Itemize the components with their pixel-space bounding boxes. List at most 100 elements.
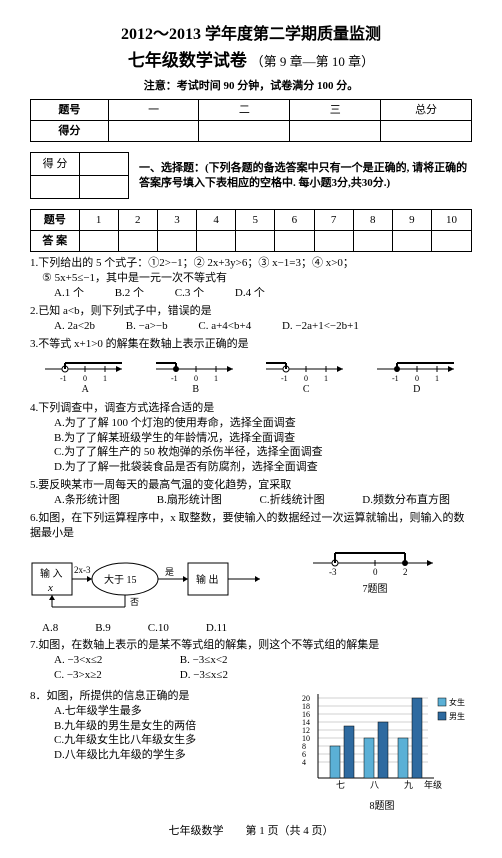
score-cell [199,121,290,142]
ans-num: 7 [314,210,353,231]
answer-table: 题号 1 2 3 4 5 6 7 8 9 10 答 案 [30,209,472,252]
q4-opt-a: A.为了了解 100 个灯泡的使用寿命，选择全面调查 [54,416,472,431]
q4-opt-c: C.为了了解生产的 50 枚炮弹的杀伤半径，选择全面调查 [54,445,472,460]
q4-opt-d: D.为了了解一批袋装食品是否有防腐剂，选择全面调查 [54,460,472,475]
score-cell [381,121,472,142]
ans-num: 3 [157,210,196,231]
q3-label-a: A [40,383,130,397]
q8-figure-label: 8题图 [292,800,472,814]
q7-opt-a: A. −3<x≤2 [54,653,149,668]
q5-opt-c: C.折线统计图 [260,493,360,508]
q3-label-d: D [372,383,462,397]
svg-text:14: 14 [302,718,310,727]
ans-num: 2 [118,210,157,231]
svg-text:18: 18 [302,702,310,711]
svg-text:1: 1 [324,374,328,383]
q1-opt-b: B.2 个 [115,286,144,301]
svg-text:是: 是 [165,567,174,577]
q2-opt-d: D. −2a+1<−2b+1 [282,319,359,334]
question-5: 5.要反映某市一周每天的最高气温的变化趋势，宜采取 A.条形统计图 B.扇形统计… [30,478,472,508]
ans-row-label-2: 答 案 [31,231,80,252]
question-8: 8．如图，所提供的信息正确的是 A.七年级学生最多 B.九年级的男生是女生的两倍… [30,689,292,763]
q1-opt-c: C.3 个 [175,286,204,301]
q3-numberline-c: -101 C [261,355,351,397]
svg-text:0: 0 [304,374,308,383]
svg-text:-3: -3 [329,567,337,577]
ans-num: 10 [431,210,471,231]
q3-numberline-b: -101 B [151,355,241,397]
q2-opt-c: C. a+4<b+4 [198,319,251,334]
ans-row-label: 题号 [31,210,80,231]
score-blank [80,153,129,176]
svg-text:6: 6 [302,750,306,759]
svg-text:男生: 男生 [449,711,465,721]
svg-text:年级: 年级 [424,779,442,790]
svg-text:1: 1 [214,374,218,383]
ans-cell [314,231,353,252]
svg-text:0: 0 [194,374,198,383]
q6-stem: 6.如图，在下列运算程序中，x 取整数，要使输入的数据经过一次运算就输出，则输入… [30,511,472,541]
svg-text:1: 1 [435,374,439,383]
question-6: 6.如图，在下列运算程序中，x 取整数，要使输入的数据经过一次运算就输出，则输入… [30,511,472,541]
svg-text:0: 0 [373,567,378,577]
ans-cell [431,231,471,252]
ans-cell [392,231,431,252]
svg-text:1: 1 [103,374,107,383]
svg-text:否: 否 [130,597,139,607]
q8-opt-b: B.九年级的男生是女生的两倍 [54,719,292,734]
svg-text:2x-3: 2x-3 [74,565,91,575]
ans-cell [275,231,314,252]
svg-text:九: 九 [404,780,413,790]
svg-text:女生: 女生 [449,697,465,707]
q4-stem: 4.下列调查中，调查方式选择合适的是 [30,401,472,416]
col-total: 总分 [381,100,472,121]
q8-opt-c: C.九年级女生比八年级女生多 [54,733,292,748]
svg-text:2: 2 [403,567,408,577]
question-2: 2.已知 a<b，则下列式子中，错误的是 A. 2a<2b B. −a>−b C… [30,304,472,334]
svg-text:4: 4 [302,758,306,767]
score-row-label: 题号 [31,100,109,121]
q6-flowchart: 输 入 x 2x-3 大于 15 是 否 输 出 [30,545,285,615]
svg-text:输 入: 输 入 [40,567,63,580]
svg-text:七: 七 [336,780,345,790]
q6-opt-b: B.9 [95,621,111,636]
score-table: 题号 一 二 三 总分 得分 [30,99,472,142]
q7-opt-d: D. −3≤x≤2 [180,668,275,683]
col-1: 一 [108,100,199,121]
chapter-range: （第 9 章—第 10 章） [251,54,375,69]
ans-cell [353,231,392,252]
svg-text:输 出: 输 出 [196,573,219,586]
svg-text:-1: -1 [281,374,288,383]
q3-label-b: B [151,383,241,397]
question-7: 7.如图，在数轴上表示的是某不等式组的解集，则这个不等式组的解集是 A. −3<… [30,638,472,683]
svg-text:12: 12 [302,726,310,735]
score-cell [290,121,381,142]
ans-num: 5 [236,210,275,231]
question-1: 1.下列给出的 5 个式子：①2>−1；② 2x+3y>6；③ x−1=3；④ … [30,256,472,301]
score-row-label-2: 得分 [31,121,109,142]
q8-stem: 8．如图，所提供的信息正确的是 [30,689,292,704]
svg-text:八: 八 [370,780,379,790]
question-3: 3.不等式 x+1>0 的解集在数轴上表示正确的是 [30,337,472,352]
q7-opt-c: C. −3>x≥2 [54,668,149,683]
score-label: 得 分 [31,153,80,176]
q6-opt-c: C.10 [148,621,169,636]
page-footer: 七年级数学 第 1 页（共 4 页） [30,824,472,839]
svg-text:大于 15: 大于 15 [104,573,137,586]
svg-text:16: 16 [302,710,310,719]
q2-opt-a: A. 2a<2b [54,319,95,334]
q7-numberline: -302 7题图 [305,545,445,597]
col-3: 三 [290,100,381,121]
q1-stem-cont: ⑤ 5x+5≤−1，其中是一元一次不等式有 [42,271,472,286]
page-title-2: 七年级数学试卷 （第 9 章—第 10 章） [30,50,472,73]
section-score-box: 得 分 [30,152,129,199]
page-title-1: 2012～2013 学年度第二学期质量监测 [30,24,472,46]
svg-text:8: 8 [302,742,306,751]
ans-cell [79,231,118,252]
svg-text:0: 0 [415,374,419,383]
exam-note: 注意：考试时间 90 分钟，试卷满分 100 分。 [30,79,472,94]
ans-num: 8 [353,210,392,231]
score-cell [108,121,199,142]
svg-text:20: 20 [302,694,310,703]
q6-opt-d: D.11 [206,621,227,636]
